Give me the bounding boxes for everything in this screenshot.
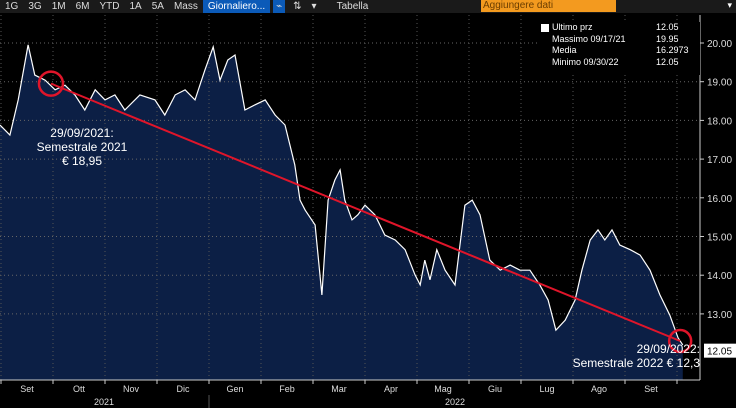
trend-line bbox=[50, 82, 681, 342]
table-button[interactable]: Tabella bbox=[336, 1, 369, 12]
add-data-input[interactable]: Aggiungere dati bbox=[481, 0, 616, 12]
month-label: Giu bbox=[488, 384, 502, 394]
y-tick-label: 19.00 bbox=[707, 78, 732, 89]
line-chart-icon[interactable]: ⌁ bbox=[273, 0, 286, 13]
month-label: Dic bbox=[177, 384, 190, 394]
menu-chevron-icon[interactable]: ▾ bbox=[727, 0, 732, 10]
last-price-label: 12.05 bbox=[707, 347, 732, 358]
checkbox-icon[interactable] bbox=[541, 24, 549, 32]
year-label: 2022 bbox=[445, 397, 465, 407]
bar-type-icon[interactable]: ⇅ bbox=[293, 1, 302, 12]
y-tick-label: 17.00 bbox=[707, 155, 732, 166]
legend-mean: Media 16.2973 bbox=[552, 45, 689, 55]
month-label: Ott bbox=[73, 384, 86, 394]
y-tick-label: 14.00 bbox=[707, 271, 732, 282]
year-label: 2021 bbox=[94, 397, 114, 407]
range-ytd[interactable]: YTD bbox=[99, 1, 120, 12]
annotation-2021: 29/09/2021: Semestrale 2021 € 18,95 bbox=[36, 126, 128, 168]
month-label: Gen bbox=[226, 384, 243, 394]
legend-high: Massimo 09/17/21 19.95 bbox=[552, 33, 679, 44]
legend-last: Ultimo prz 12.05 bbox=[538, 22, 700, 34]
month-label: Lug bbox=[539, 384, 554, 394]
y-tick-label: 15.00 bbox=[707, 233, 732, 244]
chevron-down-icon[interactable]: ▾ bbox=[311, 1, 317, 12]
annotation-2022: 29/09/2022: Semestrale 2022 € 12,3 bbox=[572, 342, 700, 370]
y-tick-label: 18.00 bbox=[707, 116, 732, 127]
price-area bbox=[0, 44, 683, 381]
month-label: Feb bbox=[279, 384, 295, 394]
month-label: Apr bbox=[384, 384, 398, 394]
range-max[interactable]: Mass bbox=[173, 1, 198, 12]
month-label: Mar bbox=[331, 384, 347, 394]
month-label: Mag bbox=[434, 384, 452, 394]
last-price-tag bbox=[704, 343, 736, 358]
month-label: Nov bbox=[123, 384, 140, 394]
range-3g[interactable]: 3G bbox=[28, 1, 42, 12]
range-5a[interactable]: 5A bbox=[151, 1, 164, 12]
range-1g[interactable]: 1G bbox=[5, 1, 19, 12]
y-tick-label: 13.00 bbox=[707, 310, 732, 321]
range-1a[interactable]: 1A bbox=[129, 1, 142, 12]
month-label: Set bbox=[20, 384, 34, 394]
frequency-dropdown[interactable]: Giornaliero... bbox=[202, 0, 271, 13]
legend-low: Minimo 09/30/22 12.05 bbox=[552, 56, 679, 67]
range-6m[interactable]: 6M bbox=[75, 1, 90, 12]
month-label: Ago bbox=[591, 384, 607, 394]
legend: Ultimo prz 12.05 Massimo 09/17/21 19.95 Me… bbox=[538, 22, 700, 75]
month-label: Set bbox=[644, 384, 658, 394]
range-1m[interactable]: 1M bbox=[51, 1, 66, 12]
start-marker-circle bbox=[37, 70, 65, 97]
price-line bbox=[0, 44, 684, 346]
end-marker-circle bbox=[667, 328, 693, 354]
y-tick-label: 20.00 bbox=[707, 39, 732, 50]
y-tick-label: 16.00 bbox=[707, 194, 732, 205]
